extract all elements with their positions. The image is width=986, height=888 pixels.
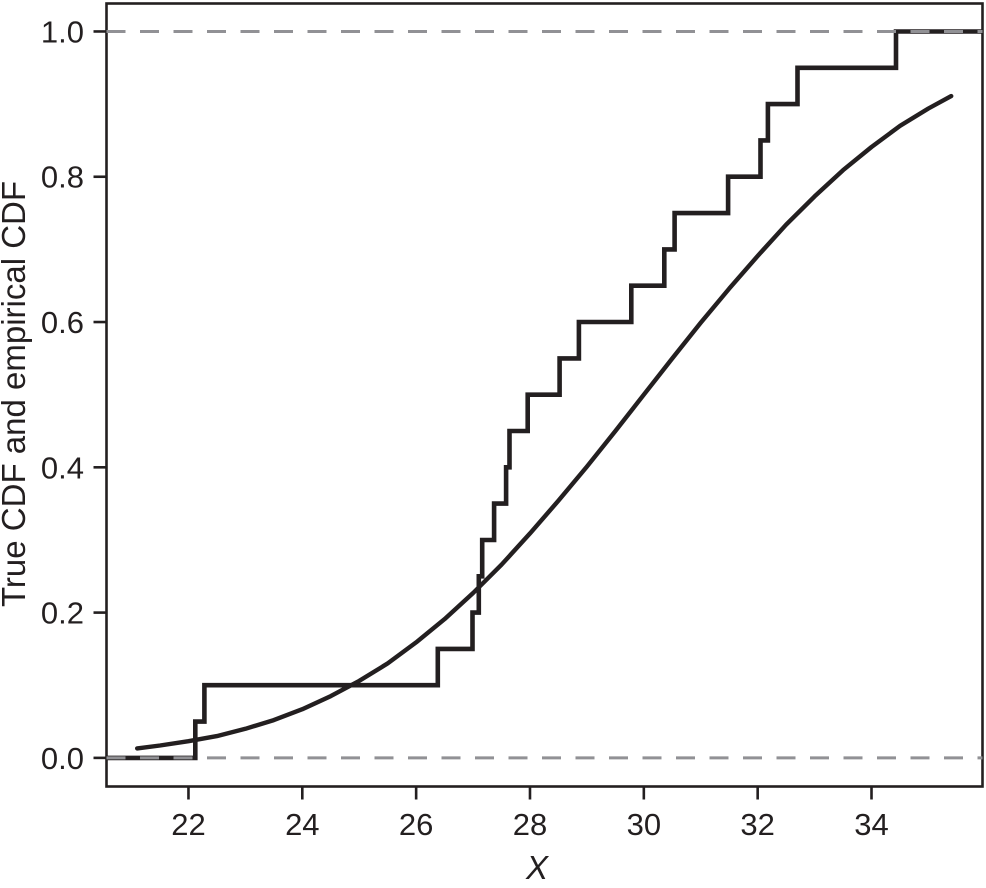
- tick-labels-layer: 22 24 26 28 30 32 34 0.0 0.2 0.4 0.6 0.8 1.0: [41, 14, 889, 842]
- x-tick-label-32: 32: [740, 807, 774, 842]
- y-tick-label-0.0: 0.0: [41, 741, 84, 776]
- y-tick-label-1.0: 1.0: [41, 14, 84, 49]
- y-tick-label-0.2: 0.2: [41, 596, 84, 631]
- x-tick-label-28: 28: [513, 807, 547, 842]
- empirical-cdf-step-curve: [106, 29, 983, 761]
- x-tick-label-24: 24: [285, 807, 319, 842]
- true-cdf-curve: [135, 93, 954, 751]
- ticks-layer: [93, 30, 873, 800]
- y-axis-title: True CDF and empirical CDF: [0, 181, 32, 607]
- x-tick-label-26: 26: [399, 807, 433, 842]
- x-tick-label-34: 34: [854, 807, 888, 842]
- plot-border: [105, 2, 984, 788]
- y-tick-label-0.4: 0.4: [41, 450, 84, 485]
- reference-lines-layer: [106, 29, 983, 760]
- x-axis-title: X: [525, 849, 550, 883]
- x-tick-label-30: 30: [627, 807, 661, 842]
- series-layer: [106, 29, 983, 761]
- x-tick-label-22: 22: [171, 807, 205, 842]
- y-tick-label-0.8: 0.8: [41, 160, 84, 195]
- y-tick-label-0.6: 0.6: [41, 305, 84, 340]
